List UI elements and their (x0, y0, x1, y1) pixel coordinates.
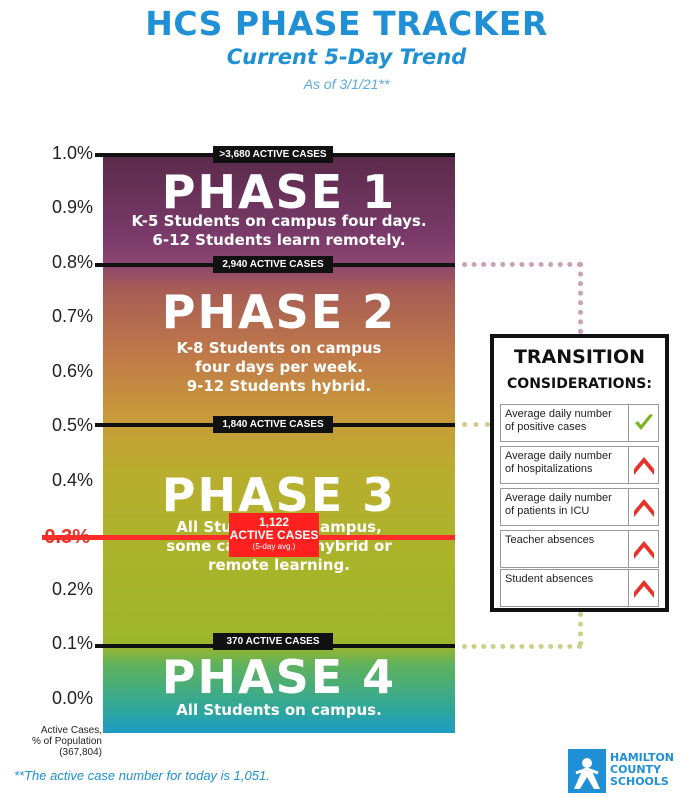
logo-text-line: SCHOOLS (610, 775, 669, 788)
y-axis-label: 0.6% (51, 361, 93, 381)
trend-up-icon (628, 531, 658, 567)
panel-title: TRANSITION (513, 346, 646, 368)
connector-dots (462, 422, 490, 427)
logo-text: HAMILTON COUNTY SCHOOLS (610, 752, 674, 788)
consideration-row: Average daily number of hospitalizations (500, 446, 659, 484)
consideration-text: Teacher absences (505, 534, 595, 546)
current-cases-value: 1,122 (258, 515, 290, 529)
phase-2-title: PHASE 2 (161, 285, 397, 339)
y-axis-label: 0.4% (51, 470, 93, 490)
consideration-text: Average daily number of positive cases (505, 408, 612, 433)
phase-2-description: K-8 Students on campus four days per wee… (103, 339, 455, 396)
axis-footnote-line: % of Population (31, 736, 102, 747)
current-percent-label: 0.3% (44, 526, 90, 548)
phase-1-description: K-5 Students on campus four days. 6-12 S… (103, 212, 455, 250)
connector-dots (462, 262, 582, 267)
consideration-row: Average daily number of patients in ICU (500, 488, 659, 526)
threshold-label-phase4: 370 ACTIVE CASES (213, 633, 333, 650)
axis-footnote-line: Active Cases, (40, 725, 102, 736)
current-active-cases-badge: 1,122 ACTIVE CASES (5-day avg.) (229, 513, 319, 557)
connector-dots (578, 612, 583, 646)
y-axis-label: 0.0% (51, 688, 93, 708)
y-axis-label: 0.2% (51, 579, 93, 599)
y-axis-label: 1.0% (51, 143, 93, 163)
axis-footnote: Active Cases, % of Population (367,804) (12, 725, 102, 758)
logo-mark-icon (568, 749, 606, 793)
connector-dots (578, 262, 583, 334)
trend-up-icon (628, 570, 658, 606)
y-axis-label: 0.7% (51, 306, 93, 326)
transition-considerations-panel: TRANSITION CONSIDERATIONS: Average daily… (490, 334, 669, 612)
page-subtitle: Current 5-Day Trend (226, 45, 467, 69)
phase-desc-line: All Students on campus. (176, 701, 382, 719)
consideration-text: Average daily number of hospitalizations (505, 450, 612, 475)
threshold-label-phase1: >3,680 ACTIVE CASES (213, 146, 333, 163)
phase-1-title: PHASE 1 (161, 165, 397, 219)
panel-subtitle: CONSIDERATIONS: (507, 376, 652, 392)
threshold-label-phase2: 2,940 ACTIVE CASES (213, 256, 333, 273)
phase-desc-line: K-5 Students on campus four days. (131, 212, 427, 230)
y-axis-label: 0.5% (51, 415, 93, 435)
current-cases-label: ACTIVE CASES (229, 528, 319, 542)
consideration-text: Average daily number of patients in ICU (505, 492, 612, 517)
connector-dots (462, 644, 582, 649)
consideration-row: Average daily number of positive cases (500, 404, 659, 442)
consideration-row: Teacher absences (500, 530, 659, 568)
y-axis-label: 0.1% (51, 633, 93, 653)
page-title: HCS PHASE TRACKER (145, 4, 548, 43)
phase-4-title: PHASE 4 (161, 650, 397, 704)
consideration-row: Student absences (500, 569, 659, 607)
trend-up-icon (628, 489, 658, 525)
phase-desc-line: remote learning. (208, 556, 350, 574)
check-icon (628, 405, 658, 441)
logo-text-line: COUNTY (610, 763, 662, 776)
y-axis-label: 0.9% (51, 197, 93, 217)
phase-4-description: All Students on campus. (103, 701, 455, 720)
consideration-text: Student absences (505, 573, 594, 585)
logo-text-line: HAMILTON (610, 751, 675, 764)
as-of-date: As of 3/1/21** (303, 76, 390, 92)
phase-desc-line: 6-12 Students learn remotely. (152, 231, 406, 249)
axis-footnote-line: (367,804) (59, 747, 102, 758)
phase-desc-line: four days per week. (195, 358, 363, 376)
trend-up-icon (628, 447, 658, 483)
hamilton-county-schools-logo: HAMILTON COUNTY SCHOOLS (568, 749, 678, 793)
threshold-label-phase3: 1,840 ACTIVE CASES (213, 416, 333, 433)
y-axis-label: 0.8% (51, 252, 93, 272)
phase-desc-line: K-8 Students on campus (176, 339, 382, 357)
footnote: **The active case number for today is 1,… (14, 768, 270, 783)
phase-desc-line: 9-12 Students hybrid. (186, 377, 372, 395)
current-cases-sub: (5-day avg.) (252, 542, 296, 551)
